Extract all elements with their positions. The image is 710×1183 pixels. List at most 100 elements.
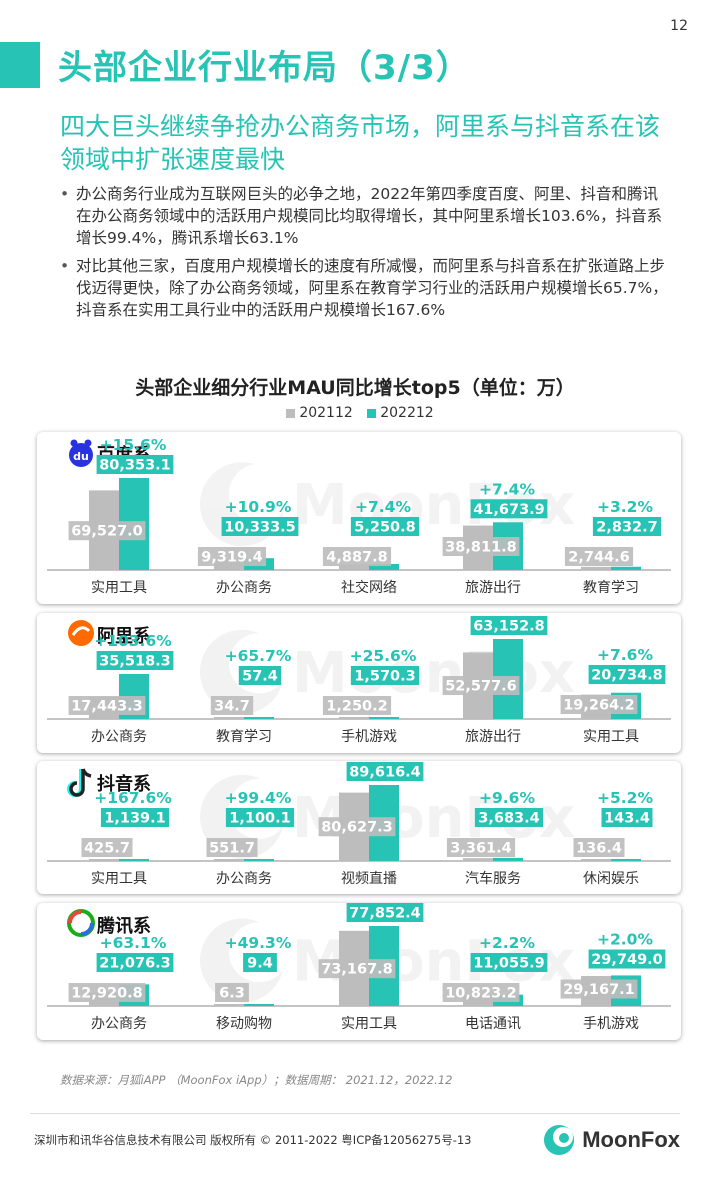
svg-text:11,055.9: 11,055.9 xyxy=(473,956,545,972)
svg-text:10,333.5: 10,333.5 xyxy=(224,520,296,536)
svg-text:1,570.3: 1,570.3 xyxy=(354,669,415,685)
growth-label: +167.6% xyxy=(94,789,172,807)
panel-chart: MoonFox腾讯系12,920.821,076.3+63.1%办公商务6.39… xyxy=(47,903,671,1032)
category-label: 实用工具 xyxy=(341,1016,397,1032)
svg-text:52,577.6: 52,577.6 xyxy=(445,679,517,695)
svg-text:69,527.0: 69,527.0 xyxy=(71,524,143,540)
data-source-note: 数据来源：月狐iAPP （MoonFox iApp）；数据周期： 2021.12… xyxy=(60,1073,453,1087)
category-label: 办公商务 xyxy=(91,1016,147,1032)
legend-swatch-2022 xyxy=(367,408,377,418)
data-label-202112: 73,167.8 xyxy=(318,959,396,979)
svg-text:5,250.8: 5,250.8 xyxy=(354,520,415,536)
category-label: 办公商务 xyxy=(216,580,272,596)
svg-text:1,100.1: 1,100.1 xyxy=(229,811,290,827)
bar-202212 xyxy=(119,859,149,861)
data-label-202212: 1,570.3 xyxy=(350,666,420,685)
category-label: 休闲娱乐 xyxy=(583,871,639,887)
bar-202112 xyxy=(214,1004,244,1006)
bar-202112 xyxy=(463,858,493,861)
svg-text:2,744.6: 2,744.6 xyxy=(568,550,629,566)
category-label: 旅游出行 xyxy=(465,580,521,596)
svg-text:1,250.2: 1,250.2 xyxy=(326,699,387,715)
bar-202112 xyxy=(581,859,611,861)
data-label-202212: 3,683.4 xyxy=(474,808,544,827)
data-label-202212: 77,852.4 xyxy=(346,903,424,922)
tencent-logo-icon xyxy=(67,909,95,937)
data-label-202112: 1,250.2 xyxy=(322,696,392,715)
growth-label: +103.6% xyxy=(94,632,172,650)
chart-legend: 202112 202212 xyxy=(0,405,710,421)
svg-text:73,167.8: 73,167.8 xyxy=(321,962,393,978)
bullet-list: 办公商务行业成为互联网巨头的必争之地，2022年第四季度百度、阿里、抖音和腾讯在… xyxy=(58,183,670,327)
category-label: 手机游戏 xyxy=(341,729,397,745)
svg-text:57.4: 57.4 xyxy=(242,669,278,685)
category-label: 办公商务 xyxy=(216,871,272,887)
bar-202212 xyxy=(244,1004,274,1006)
svg-text:9.4: 9.4 xyxy=(247,956,273,972)
growth-label: +25.6% xyxy=(350,647,417,665)
legend-label-2022: 202212 xyxy=(380,405,434,421)
data-label-202212: 9.4 xyxy=(243,953,277,972)
svg-text:2,832.7: 2,832.7 xyxy=(596,520,657,536)
bullet-item: 对比其他三家，百度用户规模增长的速度有所减慢，而阿里系与抖音系在扩张道路上步伐迈… xyxy=(58,255,670,321)
footer-copyright: 深圳市和讯华谷信息技术有限公司 版权所有 © 2011-2022 粤ICP备12… xyxy=(34,1133,472,1147)
svg-text:4,887.8: 4,887.8 xyxy=(326,550,387,566)
bar-202212 xyxy=(493,857,523,861)
category-label: 实用工具 xyxy=(583,729,639,745)
data-label-202212: 5,250.8 xyxy=(350,517,420,536)
svg-text:12,920.8: 12,920.8 xyxy=(71,986,143,1002)
growth-label: +10.9% xyxy=(225,498,292,516)
growth-label: +20.1% xyxy=(474,613,541,615)
bar-202212 xyxy=(369,563,399,570)
page-subtitle: 四大巨头继续争抢办公商务市场，阿里系与抖音系在该领域中扩张速度最快 xyxy=(60,112,661,174)
svg-text:9,319.4: 9,319.4 xyxy=(201,550,262,566)
svg-text:80,353.1: 80,353.1 xyxy=(99,458,171,474)
company-name: 抖音系 xyxy=(97,773,151,795)
chart-panel-douyin: MoonFox 抖音系 425.7 1,139.1 +167.6% 实用工具 551.7 1,… xyxy=(37,761,681,894)
panel-chart: MoonFoxdu百度系69,527.080,353.1+15.6%实用工具9,… xyxy=(47,436,671,596)
svg-text:63,152.8: 63,152.8 xyxy=(473,619,545,635)
category-label: 旅游出行 xyxy=(465,729,521,745)
bar-202112 xyxy=(339,717,369,719)
svg-text:1,139.1: 1,139.1 xyxy=(104,811,165,827)
data-label-202112: 10,823.2 xyxy=(442,983,520,1002)
bar-202112 xyxy=(214,859,244,861)
svg-text:77,852.4: 77,852.4 xyxy=(349,906,421,922)
chart-title: 头部企业细分行业MAU同比增长top5（单位：万） xyxy=(135,377,575,399)
legend-swatch-2021 xyxy=(286,408,296,418)
bullet-item: 办公商务行业成为互联网巨头的必争之地，2022年第四季度百度、阿里、抖音和腾讯在… xyxy=(58,183,670,249)
data-label-202112: 19,264.2 xyxy=(560,695,638,715)
data-label-202112: 52,577.6 xyxy=(442,676,520,696)
growth-label: +15.6% xyxy=(100,436,167,454)
data-label-202212: 1,100.1 xyxy=(225,808,295,827)
data-label-202212: 57.4 xyxy=(238,666,282,685)
svg-text:3,683.4: 3,683.4 xyxy=(478,811,539,827)
data-label-202212: 10,333.5 xyxy=(221,517,299,536)
title-accent-bar xyxy=(0,42,40,88)
growth-label: +7.4% xyxy=(355,498,411,516)
category-label: 办公商务 xyxy=(91,729,147,745)
data-label-202212: 80,353.1 xyxy=(96,455,174,474)
data-label-202212: 143.4 xyxy=(601,808,653,827)
data-label-202212: 29,749.0 xyxy=(588,949,666,969)
growth-label: +2.0% xyxy=(597,931,653,949)
brand-logo: MoonFox xyxy=(542,1122,680,1158)
category-label: 汽车服务 xyxy=(465,870,521,887)
growth-label: +65.7% xyxy=(225,647,292,665)
svg-text:21,076.3: 21,076.3 xyxy=(99,956,171,972)
data-label-202212: 35,518.3 xyxy=(96,651,174,671)
panel-chart: MoonFox抖音系425.71,139.1+167.6%实用工具551.71,… xyxy=(47,762,671,887)
svg-text:35,518.3: 35,518.3 xyxy=(99,654,171,670)
category-label: 实用工具 xyxy=(91,580,147,596)
data-label-202112: 29,167.1 xyxy=(560,979,638,999)
category-label: 手机游戏 xyxy=(583,1016,639,1032)
bar-202212 xyxy=(244,717,274,719)
svg-text:425.7: 425.7 xyxy=(84,841,130,857)
growth-label: +9.6% xyxy=(479,789,535,807)
svg-text:3,361.4: 3,361.4 xyxy=(450,841,511,857)
data-label-202112: 12,920.8 xyxy=(68,983,146,1002)
data-label-202112: 3,361.4 xyxy=(446,838,516,857)
bar-202212 xyxy=(611,566,641,570)
svg-text:136.4: 136.4 xyxy=(576,841,622,857)
data-label-202112: 2,744.6 xyxy=(564,547,634,566)
